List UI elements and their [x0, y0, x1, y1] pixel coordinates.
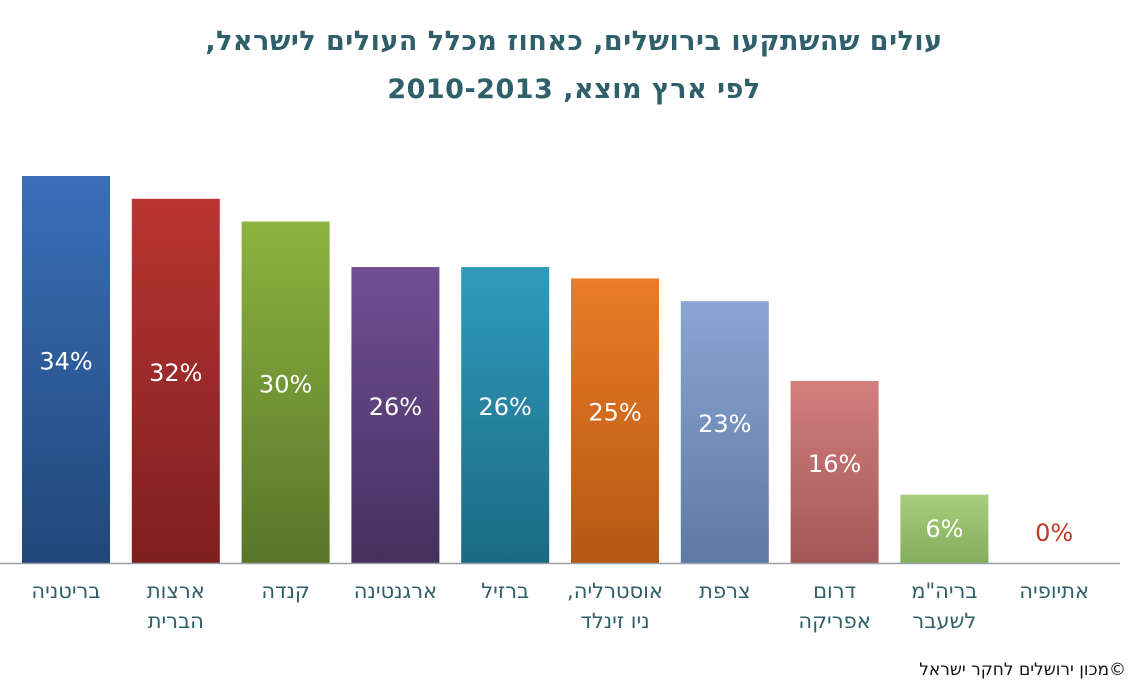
- bar-2: [241, 221, 330, 563]
- category-label-8-line-1: לשעבר: [912, 609, 976, 633]
- bar-3: [351, 267, 440, 563]
- category-label-5-line-1: ניו זינלד: [580, 609, 649, 633]
- category-label-1-line-1: הברית: [148, 609, 204, 633]
- data-label-4: 26%: [479, 393, 532, 421]
- bar-1: [131, 198, 220, 563]
- category-label-5-line-0: אוסטרליה,: [567, 579, 663, 603]
- bar-4: [461, 267, 550, 563]
- bar-0: [22, 176, 110, 563]
- category-label-1-line-0: ארצות: [147, 579, 205, 603]
- data-label-9: 0%: [1035, 519, 1073, 547]
- bar-8: [900, 494, 989, 563]
- data-label-8: 6%: [925, 515, 963, 543]
- category-label-6: צרפת: [699, 579, 750, 603]
- category-label-7-line-1: אפריקה: [798, 609, 870, 633]
- category-label-4: ברזיל: [481, 579, 529, 603]
- chart-title-line-2: לפי ארץ מוצא, 2010-2013: [387, 74, 761, 105]
- data-label-0: 34%: [39, 348, 92, 376]
- data-label-5: 25%: [588, 399, 641, 427]
- bar-6: [680, 301, 769, 563]
- bar-7: [790, 380, 879, 563]
- bar-5: [571, 278, 659, 563]
- data-label-7: 16%: [808, 450, 861, 478]
- data-label-6: 23%: [698, 410, 751, 438]
- category-label-9: אתיופיה: [1019, 579, 1089, 603]
- data-label-3: 26%: [369, 393, 422, 421]
- chart-title-line-1: עולים שהשתקעו בירושלים, כאחוז מכלל העולי…: [205, 26, 943, 57]
- category-label-8-line-0: בריה"מ: [911, 579, 977, 603]
- data-label-1: 32%: [149, 359, 202, 387]
- category-label-2: קנדה: [261, 579, 310, 603]
- copyright-text: ©מכון ירושלים לחקר ישראל: [919, 660, 1126, 680]
- data-label-2: 30%: [259, 370, 312, 398]
- category-label-3: ארגנטינה: [354, 579, 437, 603]
- category-label-7-line-0: דרום: [813, 579, 856, 603]
- category-label-0: בריטניה: [31, 579, 100, 603]
